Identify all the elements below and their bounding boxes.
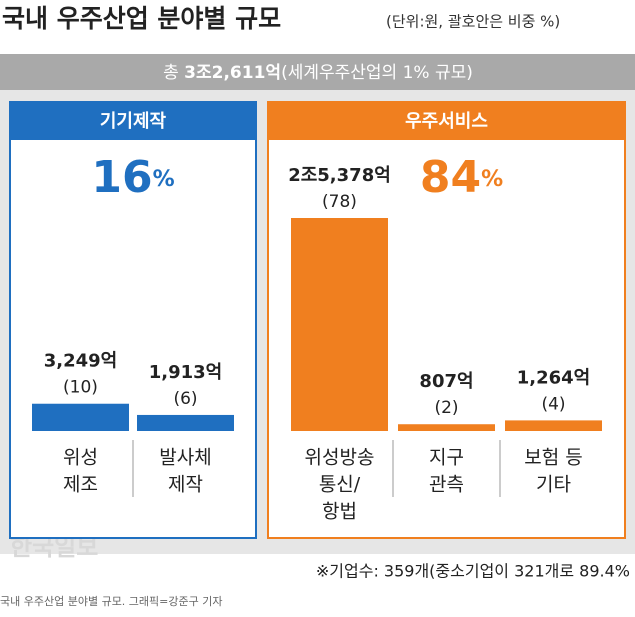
value-label: 2조5,378억 — [288, 165, 391, 186]
footnote: ※기업수: 359개(중소기업이 321개로 89.4% — [316, 562, 630, 581]
value-label: 807억 — [419, 371, 473, 392]
category-label: 제작 — [168, 474, 203, 496]
share-label: (4) — [541, 394, 565, 414]
category-label: 제조 — [63, 474, 98, 496]
share-unit: % — [481, 167, 503, 192]
share-unit: % — [153, 167, 175, 192]
total-bar — [0, 54, 635, 90]
chart-title: 국내 우주산업 분야별 규모 — [2, 4, 281, 33]
category-label: 보험 등 — [524, 447, 582, 469]
share-label: (6) — [173, 389, 197, 409]
category-label: 통신/ — [319, 474, 361, 496]
category-label: 기타 — [536, 474, 571, 496]
bar — [291, 218, 388, 431]
panel-header — [268, 102, 625, 140]
total: 3조2,611억 — [184, 63, 281, 83]
share-value: 16 — [91, 152, 152, 203]
category-label: 지구 — [429, 447, 464, 469]
bar — [32, 403, 129, 431]
category-label: 관측 — [429, 474, 464, 496]
share-label: (10) — [63, 378, 98, 398]
share-label: (2) — [434, 398, 458, 418]
panel-header — [10, 102, 256, 140]
value-label: 3,249억 — [44, 351, 118, 372]
total-note: (세계우주산업의 1% 규모) — [281, 63, 473, 83]
share-label: (78) — [322, 192, 357, 212]
total-prefix: 총 — [163, 63, 179, 83]
category-label: 발사체 — [159, 447, 211, 469]
value-label: 1,264억 — [517, 367, 591, 388]
group-name: 우주서비스 — [405, 111, 488, 132]
bar — [137, 414, 234, 431]
bar — [398, 424, 495, 431]
category-label: 위성방송 — [305, 447, 375, 469]
category-label: 항법 — [322, 501, 357, 523]
total-line: 총 3조2,611억(세계우주산업의 1% 규모) — [163, 63, 473, 83]
bar — [505, 420, 602, 431]
group-share: 84% — [420, 152, 503, 203]
group-name: 기기제작 — [100, 111, 167, 132]
chart-subtitle: (단위:원, 괄호안은 비중 %) — [386, 13, 560, 31]
caption: 국내 우주산업 분야별 규모. 그래픽=강준구 기자 — [0, 595, 222, 608]
value-label: 1,913억 — [149, 362, 223, 383]
share-value: 84 — [420, 152, 481, 203]
category-label: 위성 — [63, 447, 98, 469]
group-share: 16% — [91, 152, 174, 203]
